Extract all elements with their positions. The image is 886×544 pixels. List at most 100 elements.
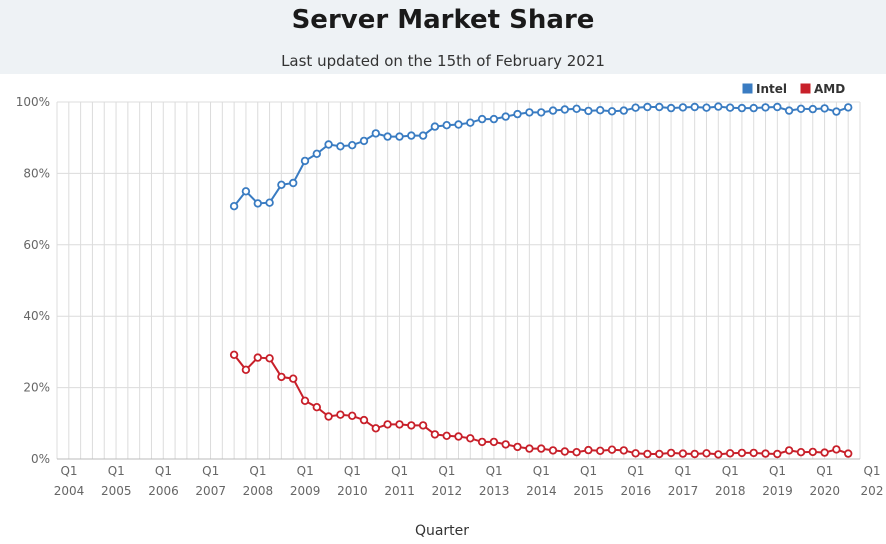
data-point[interactable] [407,131,416,140]
data-point[interactable] [537,444,546,453]
data-point[interactable] [300,396,310,405]
data-point[interactable] [560,105,569,114]
data-point[interactable] [359,136,369,146]
data-point[interactable] [525,108,534,117]
data-point[interactable] [241,187,251,196]
data-point[interactable] [383,420,392,429]
data-point[interactable] [336,410,345,419]
legend-item-amd[interactable]: AMD [799,82,845,96]
data-point[interactable] [832,445,841,454]
data-point[interactable] [336,142,345,151]
data-point[interactable] [253,199,262,208]
data-point[interactable] [784,106,794,115]
data-point[interactable] [312,149,321,158]
data-point[interactable] [241,365,251,374]
data-point[interactable] [489,437,499,447]
data-point[interactable] [407,421,416,430]
data-point[interactable] [666,448,676,458]
data-point[interactable] [749,103,758,113]
data-point[interactable] [690,449,699,459]
data-point[interactable] [253,353,262,362]
data-point[interactable] [773,102,782,112]
data-point[interactable] [796,448,806,457]
data-point[interactable] [584,106,593,116]
data-point[interactable] [418,421,428,430]
data-point[interactable] [501,440,510,449]
data-point[interactable] [489,114,499,124]
data-point[interactable] [773,449,782,459]
data-point[interactable] [643,449,652,459]
data-point[interactable] [678,103,688,112]
data-point[interactable] [371,129,380,138]
data-point[interactable] [289,178,298,188]
data-point[interactable] [395,420,404,429]
data-point[interactable] [395,132,404,141]
data-point[interactable] [289,374,298,383]
data-point[interactable] [560,447,569,456]
data-point[interactable] [749,448,758,458]
data-point[interactable] [277,180,286,189]
data-point[interactable] [631,449,640,458]
data-point[interactable] [820,104,829,113]
data-point[interactable] [737,103,747,113]
data-point[interactable] [454,120,463,129]
data-point[interactable] [513,442,522,452]
data-point[interactable] [702,449,711,458]
data-point[interactable] [655,102,664,112]
data-point[interactable] [725,103,735,112]
legend[interactable]: Intel AMD [741,82,845,96]
data-point[interactable] [348,411,357,420]
data-point[interactable] [442,431,451,440]
data-point[interactable] [702,103,711,112]
data-point[interactable] [832,107,841,116]
data-point[interactable] [844,449,853,458]
data-point[interactable] [548,106,558,115]
data-point[interactable] [548,446,558,455]
data-point[interactable] [690,102,699,112]
data-point[interactable] [631,103,640,112]
data-point[interactable] [324,412,333,421]
data-point[interactable] [312,403,321,412]
data-point[interactable] [537,108,546,117]
data-point[interactable] [666,103,676,113]
data-point[interactable] [784,446,794,455]
data-point[interactable] [265,198,274,207]
data-point[interactable] [761,103,770,112]
data-point[interactable] [454,432,463,441]
data-point[interactable] [477,437,487,447]
data-point[interactable] [643,102,652,112]
data-point[interactable] [607,445,617,454]
data-point[interactable] [655,449,664,459]
data-point[interactable] [383,132,392,141]
data-point[interactable] [277,372,286,382]
data-point[interactable] [725,449,735,458]
legend-item-intel[interactable]: Intel [741,82,787,96]
data-point[interactable] [607,107,617,116]
data-point[interactable] [737,448,747,458]
data-point[interactable] [300,156,310,166]
data-point[interactable] [501,112,510,121]
data-point[interactable] [796,104,806,113]
data-point[interactable] [619,106,628,115]
data-point[interactable] [418,131,428,140]
data-point[interactable] [466,118,475,127]
data-point[interactable] [430,430,440,439]
data-point[interactable] [808,104,817,114]
data-point[interactable] [596,446,605,455]
data-point[interactable] [466,434,475,443]
data-point[interactable] [229,350,239,359]
data-point[interactable] [525,444,534,453]
data-point[interactable] [324,140,333,149]
data-point[interactable] [596,106,605,115]
data-point[interactable] [808,447,817,457]
data-point[interactable] [678,449,688,458]
data-point[interactable] [572,448,581,457]
data-point[interactable] [359,415,369,425]
data-point[interactable] [572,104,581,113]
data-point[interactable] [229,201,239,211]
data-point[interactable] [477,114,487,124]
data-point[interactable] [619,446,628,455]
data-point[interactable] [513,109,522,119]
data-point[interactable] [348,140,357,150]
data-point[interactable] [714,450,723,459]
